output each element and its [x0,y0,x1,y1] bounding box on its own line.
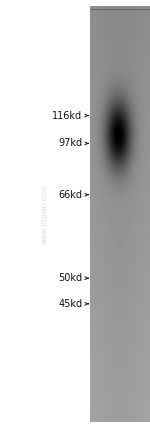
Text: www.ptglab.com: www.ptglab.com [42,184,48,244]
Text: 50kd: 50kd [58,273,82,283]
Text: 97kd: 97kd [58,138,82,149]
Text: 66kd: 66kd [58,190,82,200]
Text: 116kd: 116kd [52,110,82,121]
Text: 45kd: 45kd [58,299,82,309]
